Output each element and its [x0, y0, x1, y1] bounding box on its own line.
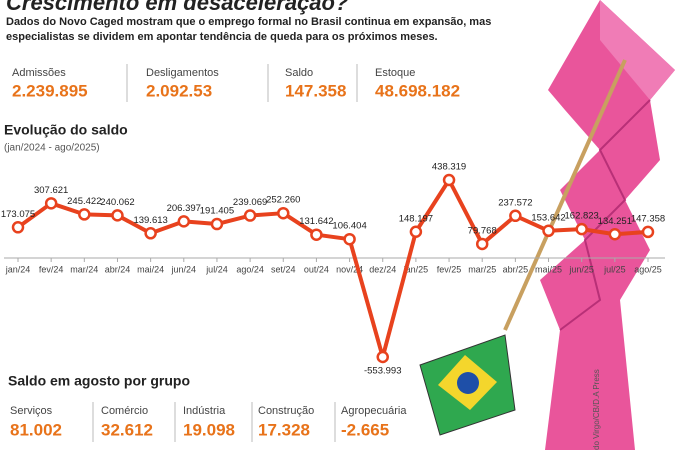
group-label: Agropecuária — [341, 405, 407, 417]
data-label: 153.642 — [531, 212, 565, 223]
data-point — [409, 225, 423, 238]
data-point — [608, 227, 622, 241]
data-point — [44, 197, 58, 210]
stat-label: Saldo — [285, 67, 313, 79]
data-point — [509, 209, 522, 223]
x-tick-label: ago/24 — [236, 264, 264, 274]
x-tick-label: jul/25 — [603, 264, 626, 274]
data-point — [475, 237, 489, 251]
data-point — [641, 225, 655, 239]
credit: do Virgo/CB/D.A Press — [592, 369, 601, 450]
data-label: 134.251 — [598, 216, 632, 227]
data-label: 79.768 — [468, 225, 497, 236]
data-label: -553.993 — [364, 366, 402, 377]
data-label: 240.062 — [100, 197, 134, 208]
group-label: Construção — [258, 405, 314, 417]
stat-value: 48.698.182 — [375, 81, 460, 100]
data-label: 237.572 — [498, 197, 532, 208]
data-label: 173.075 — [1, 209, 35, 220]
data-point — [575, 222, 588, 236]
groups-title: Saldo em agosto por grupo — [8, 373, 190, 389]
data-label: 438.319 — [432, 162, 466, 173]
data-point — [177, 215, 191, 228]
data-point — [78, 208, 91, 221]
data-point — [277, 206, 290, 220]
group-value: 17.328 — [258, 420, 310, 439]
x-tick-label: jul/24 — [205, 264, 228, 274]
data-label: 307.621 — [34, 185, 68, 196]
stat-label: Admissões — [12, 67, 66, 79]
x-tick-label: mar/25 — [468, 264, 496, 274]
data-point — [11, 221, 25, 234]
stat-value: 2.239.895 — [12, 81, 88, 100]
stat-label: Desligamentos — [146, 67, 219, 79]
line-chart: jan/24 fev/24 mar/24 abr/24 mai/24 jun/24 jul/… — [1, 162, 665, 377]
illustration — [419, 0, 675, 450]
chart-subtitle: (jan/2024 - ago/2025) — [4, 143, 100, 154]
x-tick-label: jan/24 — [5, 264, 31, 274]
x-tick-label: jun/25 — [568, 264, 594, 274]
stat-label: Estoque — [375, 67, 415, 79]
data-label: 148.197 — [399, 213, 433, 224]
x-tick-label: abr/24 — [105, 264, 131, 274]
data-label: 245.422 — [67, 196, 101, 207]
data-point — [210, 217, 224, 231]
x-tick-label: mar/24 — [70, 264, 98, 274]
data-point — [376, 350, 389, 364]
group-value: 32.612 — [101, 420, 153, 439]
x-tick-label: fev/24 — [39, 264, 64, 274]
chart-title: Evolução do saldo — [4, 122, 128, 138]
data-label: 206.397 — [167, 203, 201, 214]
data-point — [111, 209, 124, 222]
data-point — [343, 232, 356, 246]
group-value: -2.665 — [341, 420, 389, 439]
x-tick-label: jun/24 — [171, 264, 197, 274]
x-tick-label: mai/24 — [137, 264, 164, 274]
data-label: 147.358 — [631, 213, 665, 224]
group-label: Comércio — [101, 405, 148, 417]
stat-value: 147.358 — [285, 81, 346, 100]
x-tick-label: ago/25 — [634, 264, 662, 274]
subtitle: especialistas se dividem em apontar tend… — [6, 31, 438, 43]
group-value: 81.002 — [10, 420, 62, 439]
groups: Serviços 81.002 Comércio 32.612 Indústri… — [10, 402, 407, 442]
stats: Admissões 2.239.895 Desligamentos 2.092.… — [12, 64, 460, 102]
data-point — [442, 173, 456, 187]
data-label: 139.613 — [133, 215, 167, 226]
data-label: 239.069 — [233, 197, 267, 208]
x-tick-label: fev/25 — [437, 264, 462, 274]
x-tick-label: dez/24 — [369, 264, 396, 274]
x-tick-label: mai/25 — [535, 264, 562, 274]
data-label: 162.823 — [565, 211, 599, 222]
data-label: 106.404 — [332, 221, 366, 232]
data-label: 131.642 — [299, 216, 333, 227]
group-label: Serviços — [10, 405, 53, 417]
data-point — [144, 227, 157, 240]
data-label: 252.260 — [266, 195, 300, 206]
data-point — [310, 228, 323, 241]
x-tick-label: abr/25 — [503, 264, 529, 274]
x-tick-label: out/24 — [304, 264, 329, 274]
group-label: Indústria — [183, 405, 226, 417]
subtitle: Dados do Novo Caged mostram que o empreg… — [6, 16, 491, 28]
data-point — [542, 224, 555, 238]
stat-value: 2.092.53 — [146, 81, 212, 100]
title: Crescimento em desaceleração? — [6, 0, 348, 15]
x-tick-label: nov/24 — [336, 264, 363, 274]
x-tick-label: jan/25 — [403, 264, 429, 274]
group-value: 19.098 — [183, 420, 235, 439]
x-tick-label: set/24 — [271, 264, 296, 274]
data-point — [243, 209, 257, 222]
data-label: 191.405 — [200, 206, 234, 217]
